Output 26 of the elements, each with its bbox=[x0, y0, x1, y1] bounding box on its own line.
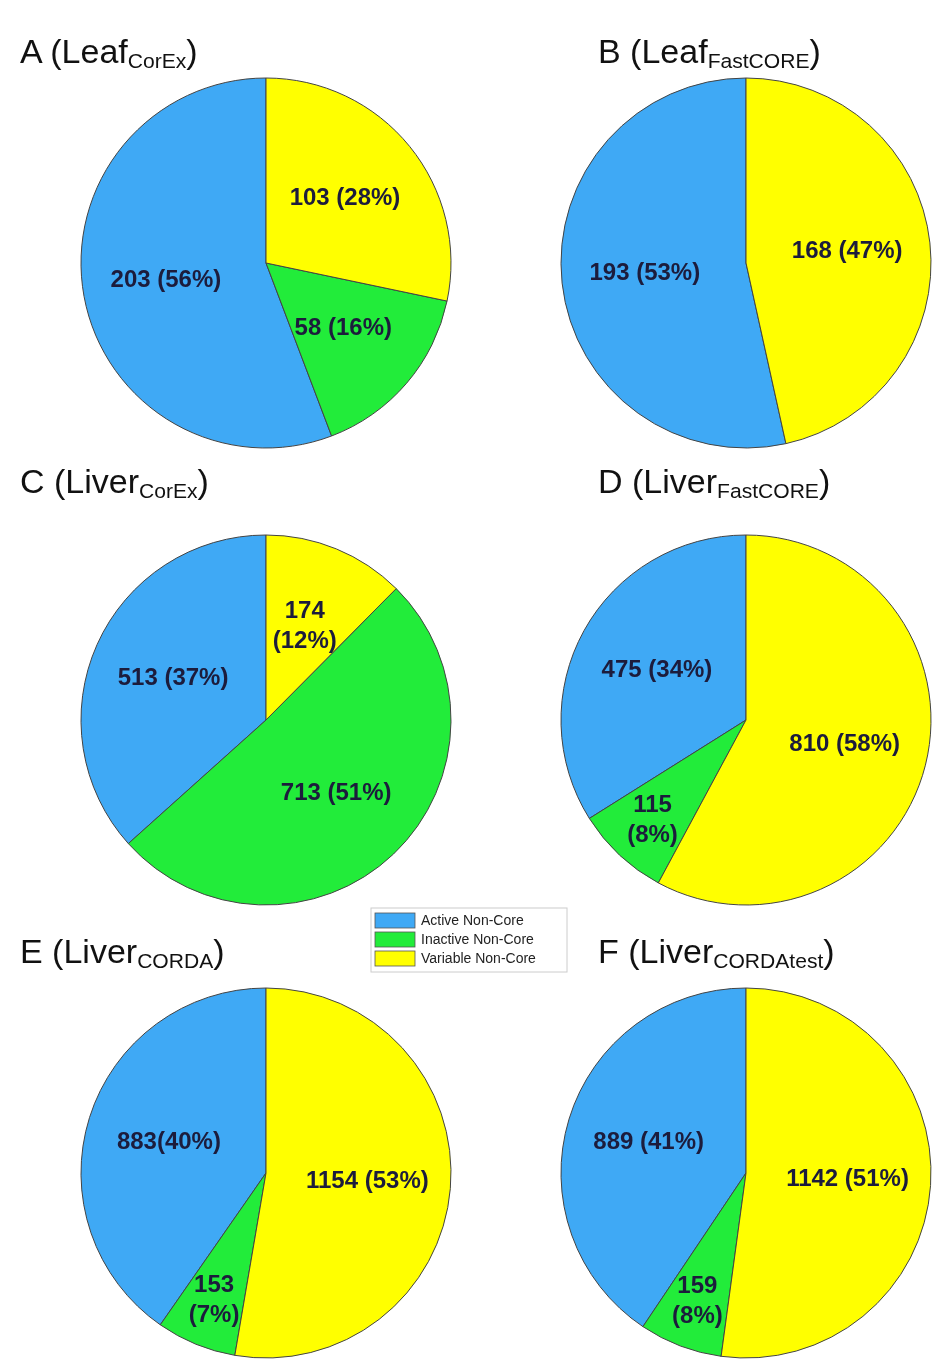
legend-label: Variable Non-Core bbox=[421, 949, 537, 966]
chart-title: F (Liver$_{CORDAtest}$) bbox=[598, 932, 835, 972]
data-label: 883(40%) bbox=[116, 1126, 221, 1154]
data-label: 1142 (51%) bbox=[786, 1164, 909, 1192]
data-label: 159 (8%) bbox=[672, 1271, 723, 1329]
data-label: 153 (7%) bbox=[188, 1270, 240, 1328]
chart-title: A (Leaf$_{CorEx}$) bbox=[20, 32, 198, 72]
data-label: 58 (16%) bbox=[294, 313, 393, 341]
data-label: 115 (8%) bbox=[627, 790, 678, 848]
chart-title: D (Liver$_{FastCORE}$) bbox=[598, 462, 831, 502]
text: E (Liver$_{CORDA}$) bbox=[20, 932, 225, 972]
data-label: 168 (47%) bbox=[791, 236, 903, 264]
data-label: 713 (51%) bbox=[280, 778, 392, 806]
legend-label: Inactive Non-Core bbox=[421, 930, 535, 947]
data-label: 513 (37%) bbox=[117, 662, 229, 690]
data-label: 889 (41%) bbox=[593, 1127, 705, 1155]
data-label: 103 (28%) bbox=[289, 183, 401, 211]
data-label: 1154 (53%) bbox=[306, 1165, 429, 1193]
legend-label: Active Non-Core bbox=[421, 911, 524, 928]
chart-title: C (Liver$_{CorEx}$) bbox=[20, 462, 209, 502]
data-label: 475 (34%) bbox=[601, 655, 713, 683]
data-label: 174 (12%) bbox=[272, 596, 337, 654]
data-label: 203 (56%) bbox=[110, 265, 222, 293]
chart-title: B (Leaf$_{FastCORE}$) bbox=[598, 32, 821, 72]
data-label: 810 (58%) bbox=[789, 729, 901, 757]
data-label: 193 (53%) bbox=[589, 258, 701, 286]
